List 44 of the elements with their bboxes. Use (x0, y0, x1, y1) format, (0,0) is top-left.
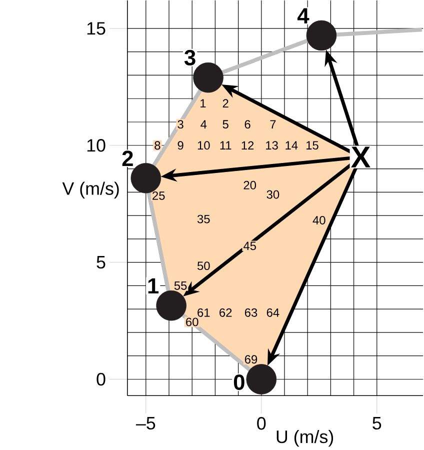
annotation: 20 (244, 180, 256, 190)
y-tick-label: 15 (87, 22, 106, 35)
annotation: 15 (306, 141, 318, 150)
annotation: 55 (174, 282, 187, 290)
annotation: 9 (178, 141, 184, 150)
annotation: 1 (148, 278, 159, 294)
annotation: 10 (198, 141, 210, 150)
annotation: 64 (266, 308, 280, 317)
annotation: 50 (198, 262, 210, 270)
annotation: 62 (220, 308, 232, 317)
y-tick-label: 0 (96, 372, 106, 386)
annotation: 4 (297, 8, 310, 24)
annotation: 61 (198, 308, 210, 317)
y-axis-title: V (m/s) (62, 182, 119, 198)
x-tick-label: 5 (372, 417, 382, 430)
annotation: 7 (270, 120, 276, 128)
annotation: 30 (266, 190, 280, 199)
annotation: 4 (200, 120, 207, 128)
annotation: 63 (245, 308, 258, 317)
annotation: 12 (242, 141, 254, 150)
annotation: 2 (122, 150, 133, 166)
annotation: 8 (154, 141, 160, 150)
annotation: 3 (184, 50, 196, 66)
annotation: 45 (244, 242, 256, 250)
y-tick-label: 10 (87, 139, 106, 152)
annotation: 5 (222, 120, 228, 128)
x-axis-title: U (m/s) (276, 430, 334, 447)
annotation: 60 (186, 318, 198, 326)
annotation: 40 (312, 216, 326, 224)
annotation: 25 (152, 191, 165, 200)
y-tick-label: 5 (96, 256, 106, 269)
annotation: 11 (220, 141, 232, 150)
annotation: 2 (222, 99, 228, 108)
annotation: 14 (286, 141, 298, 150)
annotation: 0 (234, 374, 244, 390)
annotation: 35 (198, 214, 210, 224)
x-tick-label: –5 (136, 417, 156, 430)
annotation: 69 (245, 355, 258, 364)
annotation: 13 (266, 141, 278, 150)
annotation: X (351, 146, 370, 168)
annotation: 3 (178, 120, 184, 129)
annotation: 6 (244, 120, 250, 129)
x-tick-label: 0 (257, 417, 266, 430)
annotation: 1 (200, 99, 206, 108)
